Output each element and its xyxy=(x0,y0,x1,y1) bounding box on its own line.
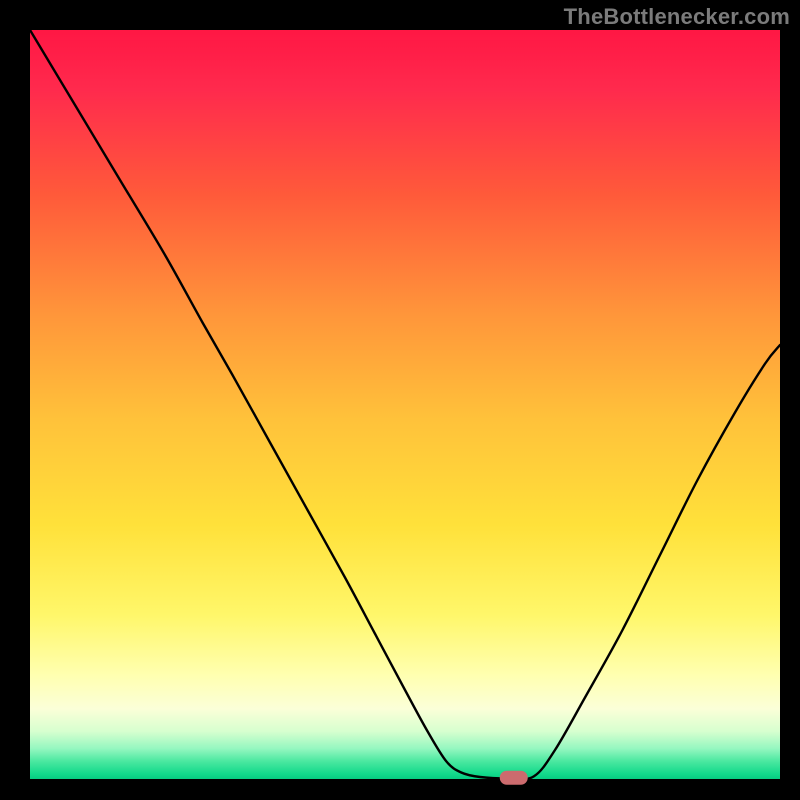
plot-area xyxy=(30,30,780,780)
chart-svg xyxy=(0,0,800,800)
optimum-marker xyxy=(500,771,528,785)
bottleneck-chart: TheBottlenecker.com xyxy=(0,0,800,800)
watermark-text: TheBottlenecker.com xyxy=(564,4,790,30)
